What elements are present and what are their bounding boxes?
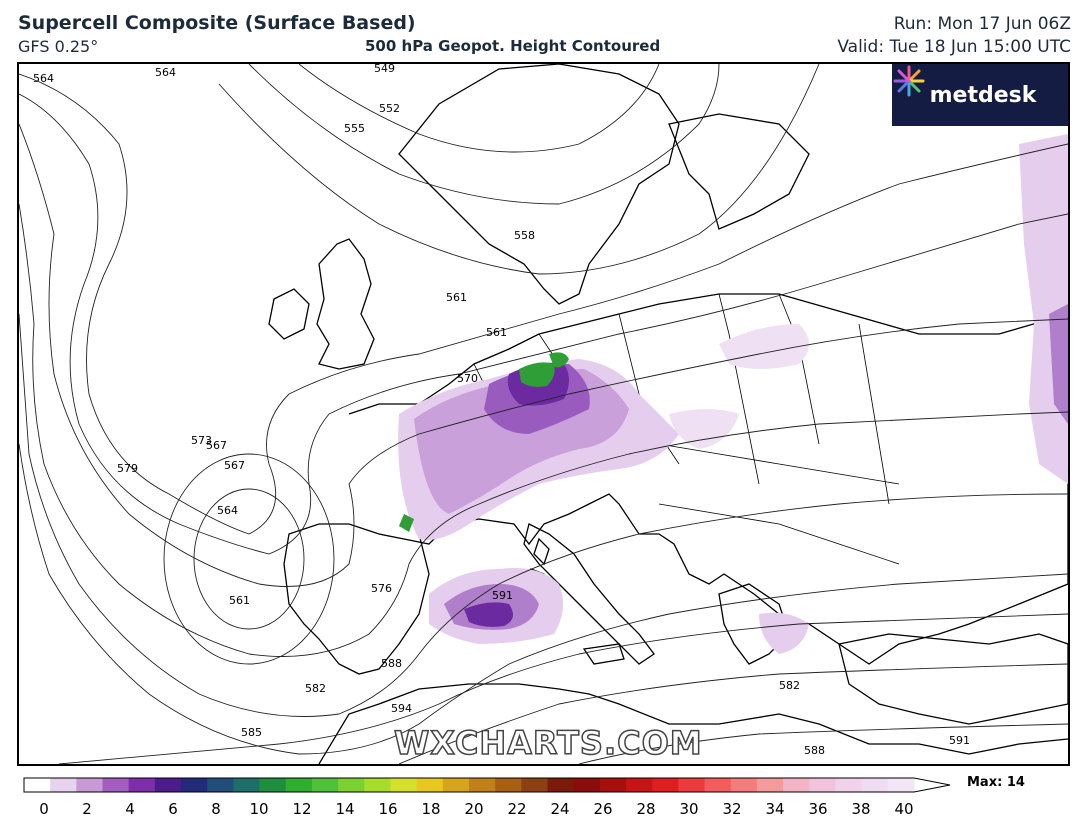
colorbar-swatch xyxy=(704,778,732,792)
colorbar-tick-label: 22 xyxy=(507,800,527,818)
contour-label: 594 xyxy=(391,702,412,715)
colorbar-swatch xyxy=(390,778,418,792)
colorbar-swatch xyxy=(521,778,549,792)
map-canvas: 564 564 549 552 555 558 561 561 567 570 … xyxy=(19,64,1068,764)
contour-label: 582 xyxy=(779,679,800,692)
colorbar-swatch xyxy=(783,778,810,792)
colorbar-swatch xyxy=(338,778,365,792)
contour-label: 570 xyxy=(457,372,478,385)
contour-label: 567 xyxy=(206,439,227,452)
colorbar-tick-label: 14 xyxy=(335,800,355,818)
colorbar-swatch xyxy=(678,778,706,792)
colorbar-swatch xyxy=(24,778,51,792)
contour-label: 552 xyxy=(379,102,400,115)
colorbar-swatch xyxy=(154,778,182,792)
colorbar xyxy=(23,777,951,793)
colorbar-swatch xyxy=(311,778,339,792)
colorbar-swatch xyxy=(233,778,261,792)
logo-text: metdesk xyxy=(929,82,1037,108)
colorbar-tick-label: 34 xyxy=(765,800,785,818)
map[interactable]: 564 564 549 552 555 558 561 561 567 570 … xyxy=(17,62,1070,766)
colorbar-swatch xyxy=(861,778,889,792)
contour-label: 561 xyxy=(229,594,250,607)
contour-label: 591 xyxy=(949,734,970,747)
colorbar-tick-label: 40 xyxy=(894,800,914,818)
colorbar-outline xyxy=(23,777,951,793)
colorbar-tick-label: 30 xyxy=(679,800,699,818)
contour-label: 564 xyxy=(33,72,54,85)
colorbar-swatch xyxy=(364,778,391,792)
chart-subtitle: 500 hPa Geopot. Height Contoured xyxy=(365,37,661,55)
contour-label: 564 xyxy=(217,504,238,517)
colorbar-swatch xyxy=(207,778,234,792)
contour-label: 567 xyxy=(224,459,245,472)
contour-label: 561 xyxy=(486,326,507,339)
contour-label: 576 xyxy=(371,582,392,595)
scp-shading xyxy=(398,134,1068,654)
contour-label: 579 xyxy=(117,462,138,475)
colorbar-tick-label: 8 xyxy=(211,800,221,818)
colorbar-swatch xyxy=(730,778,758,792)
colorbar-swatch xyxy=(756,778,784,792)
contour-label: 591 xyxy=(492,589,513,602)
colorbar-tick-label: 16 xyxy=(378,800,398,818)
colorbar-swatch xyxy=(285,778,313,792)
colorbar-swatch xyxy=(259,778,287,792)
contour-label: 573 xyxy=(191,434,212,447)
colorbar-tick-label: 24 xyxy=(550,800,570,818)
contour-labels: 564 564 549 552 555 558 561 561 567 570 … xyxy=(33,64,970,757)
colorbar-swatch xyxy=(128,778,156,792)
colorbar-tick-label: 26 xyxy=(593,800,613,818)
colorbar-tick-label: 4 xyxy=(125,800,135,818)
colorbar-tick-label: 2 xyxy=(82,800,92,818)
metdesk-flower-icon xyxy=(893,65,925,97)
colorbar-swatch xyxy=(887,778,915,792)
contour-label: 555 xyxy=(344,122,365,135)
colorbar-tick-label: 6 xyxy=(168,800,178,818)
colorbar-swatch xyxy=(547,778,575,792)
colorbar-swatch xyxy=(416,778,444,792)
colorbar-swatch xyxy=(102,778,130,792)
colorbar-swatch xyxy=(626,778,653,792)
colorbar-swatch xyxy=(50,778,77,792)
contour-label: 549 xyxy=(374,64,395,75)
watermark: WXCHARTS.COM xyxy=(393,723,703,763)
colorbar-swatch xyxy=(495,778,522,792)
colorbar-swatch xyxy=(809,778,836,792)
contour-label: 588 xyxy=(804,744,825,757)
colorbar-tick-label: 38 xyxy=(851,800,871,818)
model-label: GFS 0.25° xyxy=(18,37,99,56)
colorbar-tick-label: 12 xyxy=(292,800,312,818)
valid-time: Valid: Tue 18 Jun 15:00 UTC xyxy=(837,37,1071,57)
colorbar-swatch xyxy=(835,778,863,792)
colorbar-tick-label: 18 xyxy=(421,800,441,818)
colorbar-swatch xyxy=(181,778,208,792)
chart-title: Supercell Composite (Surface Based) xyxy=(18,12,416,34)
metdesk-logo: metdesk xyxy=(892,64,1068,126)
contour-label: 564 xyxy=(155,66,176,79)
colorbar-tick-label: 20 xyxy=(464,800,484,818)
contour-label: 561 xyxy=(446,291,467,304)
colorbar-tick-label: 10 xyxy=(249,800,269,818)
colorbar-swatch xyxy=(599,778,627,792)
contour-label: 585 xyxy=(241,726,262,739)
contour-label: 582 xyxy=(305,682,326,695)
height-contours xyxy=(19,64,1068,764)
colorbar-swatch xyxy=(469,778,496,792)
colorbar-tick-label: 36 xyxy=(808,800,828,818)
max-value-label: Max: 14 xyxy=(967,775,1025,790)
contour-label: 588 xyxy=(381,657,402,670)
colorbar-tick-label: 28 xyxy=(636,800,656,818)
run-time: Run: Mon 17 Jun 06Z xyxy=(893,14,1071,34)
contour-label: 558 xyxy=(514,229,535,242)
colorbar-tick-label: 32 xyxy=(722,800,742,818)
colorbar-swatch xyxy=(573,778,601,792)
colorbar-swatch xyxy=(76,778,104,792)
colorbar-swatch xyxy=(652,778,679,792)
colorbar-tick-label: 0 xyxy=(39,800,49,818)
colorbar-swatch xyxy=(442,778,470,792)
